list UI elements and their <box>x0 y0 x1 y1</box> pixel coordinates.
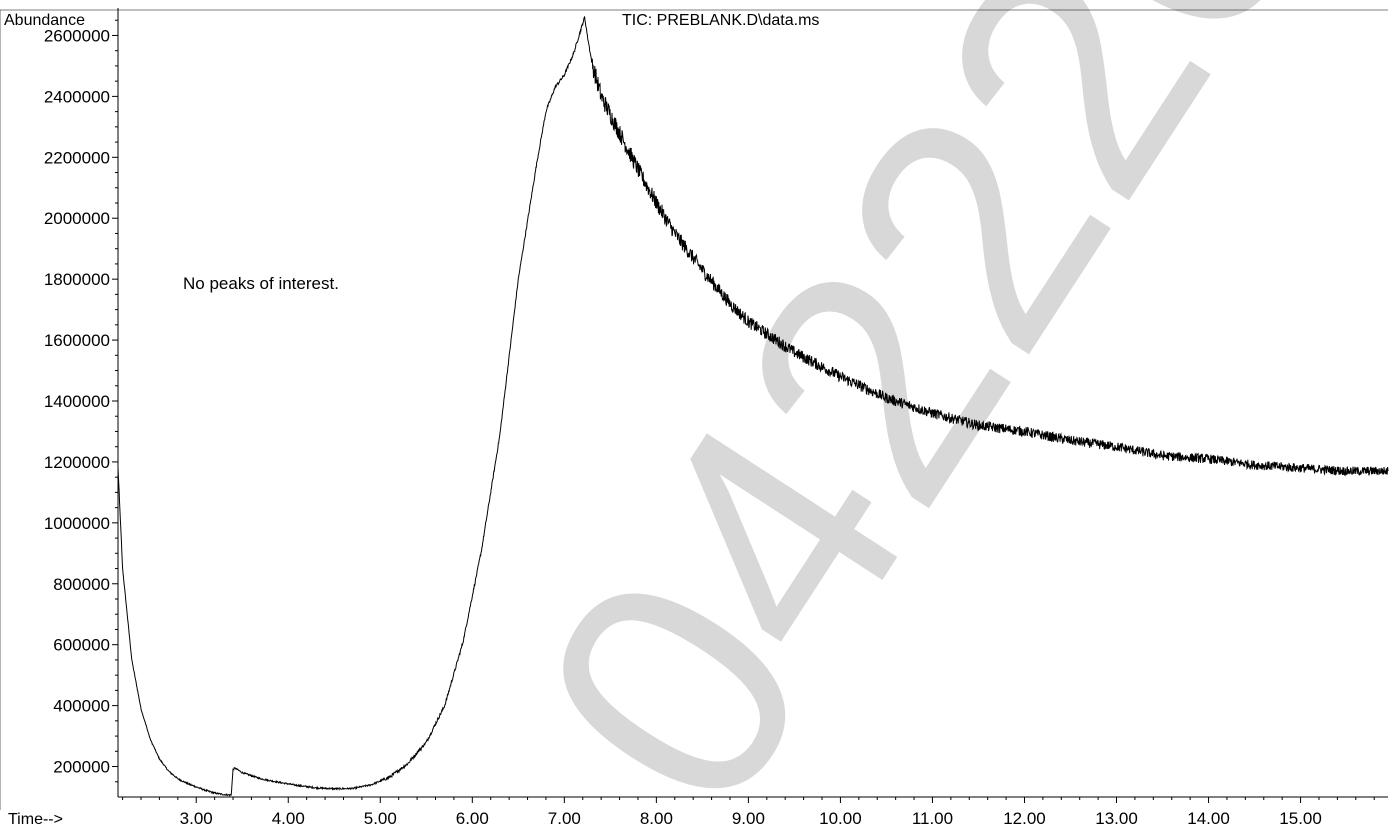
x-tick-label: 6.00 <box>456 809 489 828</box>
x-tick-label: 5.00 <box>364 809 397 828</box>
y-tick-label: 2000000 <box>44 209 110 228</box>
y-tick-label: 2600000 <box>44 26 110 45</box>
y-tick-label: 2200000 <box>44 148 110 167</box>
x-tick-label: 4.00 <box>272 809 305 828</box>
tic-trace-line <box>117 16 1389 797</box>
x-tick-labels: 3.00 4.00 5.00 6.00 7.00 8.00 9.00 10.00 11.00 12… <box>180 809 1322 828</box>
watermark-text: 04222015_DI <box>469 0 1390 829</box>
y-tick-label: 200000 <box>53 758 110 777</box>
y-tick-label: 1400000 <box>44 392 110 411</box>
x-tick-label: 13.00 <box>1095 809 1138 828</box>
x-tick-label: 10.00 <box>819 809 862 828</box>
x-tick-label: 8.00 <box>640 809 673 828</box>
y-tick-label: 1800000 <box>44 270 110 289</box>
x-tick-label: 3.00 <box>180 809 213 828</box>
axes <box>0 8 1388 810</box>
x-tick-label: 7.00 <box>548 809 581 828</box>
chart-title: TIC: PREBLANK.D\data.ms <box>622 12 819 29</box>
x-axis-label: Time--> <box>8 811 63 828</box>
y-axis-label: Abundance <box>4 12 85 29</box>
x-tick-label: 9.00 <box>732 809 765 828</box>
x-tick-label: 14.00 <box>1187 809 1230 828</box>
y-tick-labels: 200000 400000 600000 800000 1000000 1200000 14… <box>44 26 110 776</box>
x-tick-label: 11.00 <box>912 809 953 828</box>
y-tick-label: 600000 <box>53 636 110 655</box>
y-tick-label: 1600000 <box>44 331 110 350</box>
y-tick-label: 800000 <box>53 575 110 594</box>
y-tick-label: 1200000 <box>44 453 110 472</box>
y-tick-label: 400000 <box>53 697 110 716</box>
x-tick-label: 12.00 <box>1003 809 1046 828</box>
annotation-text: No peaks of interest. <box>183 274 339 293</box>
x-tick-label: 15.00 <box>1279 809 1322 828</box>
y-tick-label: 1000000 <box>44 514 110 533</box>
y-tick-label: 2400000 <box>44 87 110 106</box>
